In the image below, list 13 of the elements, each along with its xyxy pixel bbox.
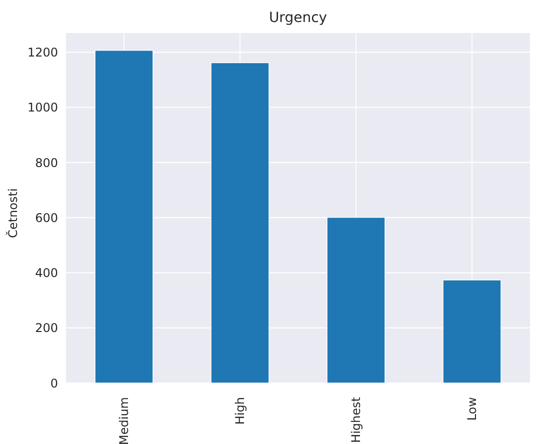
x-tick-label: High [233, 397, 247, 425]
y-tick-label: 1000 [27, 100, 58, 115]
x-tick-label: Low [465, 396, 479, 421]
x-tick-label: Highest [349, 396, 363, 443]
y-tick-label: 800 [35, 156, 58, 170]
y-tick-label: 1200 [27, 46, 58, 60]
y-axis-title: Četnosti [6, 188, 20, 238]
x-tick-label: Medium [117, 397, 131, 444]
y-tick-label: 400 [35, 266, 58, 280]
y-tick-label: 600 [35, 210, 58, 225]
y-tick-label: 200 [35, 321, 58, 336]
y-tick-label: 0 [50, 376, 58, 390]
chart-title: Urgency [268, 10, 328, 26]
